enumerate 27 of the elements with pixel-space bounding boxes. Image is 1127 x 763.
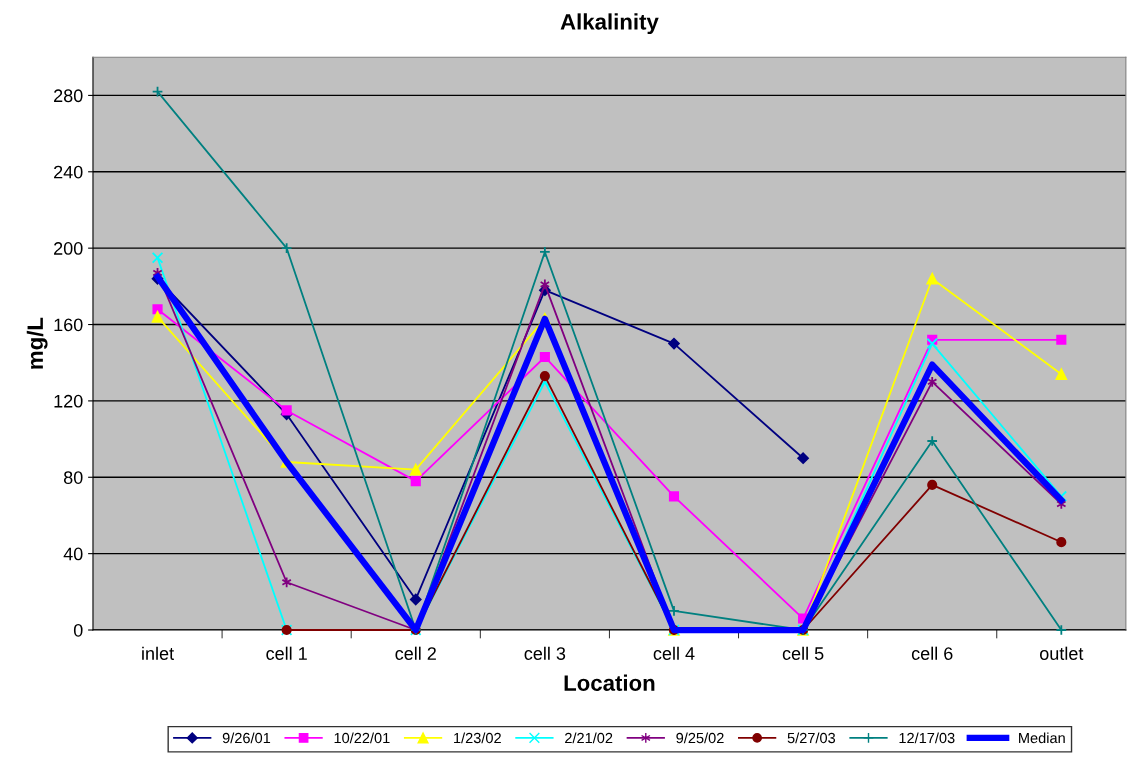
y-tick-label: 240 [54,165,83,179]
x-tick-label: cell 4 [653,646,695,660]
x-tick-label: cell 6 [911,646,953,660]
legend-label: 5/27/03 [787,732,836,744]
chart-title: Alkalinity [560,13,659,35]
x-tick-label: cell 2 [395,646,436,660]
legend-label: 9/26/01 [222,732,271,744]
y-tick-label: 280 [54,89,83,103]
legend-label: 10/22/01 [334,732,390,744]
y-tick-label: 80 [63,471,83,484]
legend-label: 1/23/02 [454,732,501,744]
x-tick-label: cell 5 [782,646,824,660]
x-tick-label: cell 1 [266,646,307,660]
legend-label: 9/25/02 [676,732,724,744]
legend-label: Median [1019,732,1065,744]
y-tick-label: 0 [73,623,83,637]
y-axis-title: mg/L [26,317,48,369]
legend-label: 2/21/02 [565,732,613,744]
x-tick-label: outlet [1039,646,1084,660]
y-tick-label: 200 [54,242,83,255]
y-tick-label: 120 [54,394,83,408]
y-tick-label: 160 [54,318,83,332]
x-axis-title: Location [564,674,655,691]
legend-label: 12/17/03 [899,732,955,744]
x-tick-label: cell 3 [524,646,566,660]
y-tick-label: 40 [63,547,83,561]
x-tick-label: inlet [142,646,174,660]
